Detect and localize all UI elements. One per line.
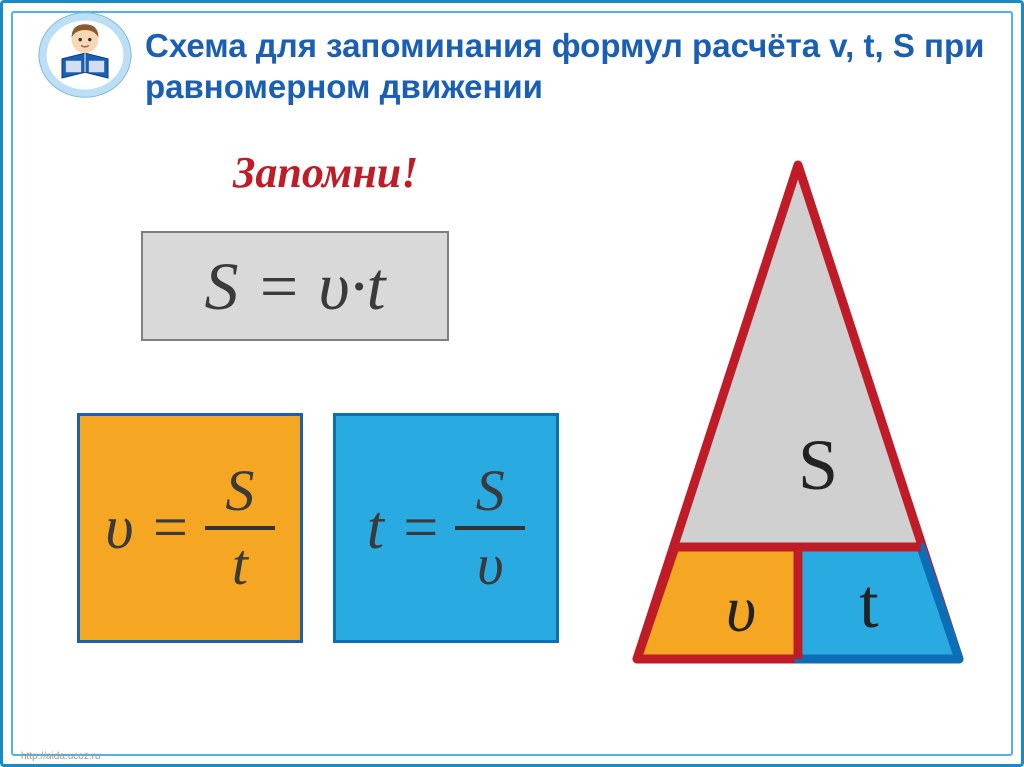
svg-text:t: t bbox=[859, 566, 879, 643]
formula-v-lhs: υ = bbox=[105, 493, 191, 564]
formula-s-text: S = υ·t bbox=[205, 247, 386, 326]
formula-v-num: S bbox=[219, 460, 260, 522]
svg-text:υ: υ bbox=[726, 573, 756, 646]
slide-frame: Схема для запоминания формул расчёта v, … bbox=[0, 0, 1024, 767]
fraction-bar bbox=[455, 526, 525, 530]
formula-t-box: t = S υ bbox=[333, 413, 559, 643]
formula-v-den: t bbox=[226, 534, 254, 596]
teacher-icon bbox=[37, 7, 133, 103]
mnemonic-triangle: S υ t bbox=[623, 159, 973, 669]
svg-text:S: S bbox=[798, 425, 838, 505]
formula-v-box: υ = S t bbox=[77, 413, 303, 643]
slide-title: Схема для запоминания формул расчёта v, … bbox=[145, 25, 991, 108]
formula-t-lhs: t = bbox=[367, 493, 442, 564]
formula-s: S = υ·t bbox=[141, 231, 449, 341]
footer-link: http://aida.ucoz.ru bbox=[21, 751, 101, 762]
fraction-bar bbox=[205, 526, 275, 530]
remember-label: Запомни! bbox=[233, 147, 418, 198]
formula-t-den: υ bbox=[471, 534, 510, 596]
formula-t-num: S bbox=[470, 460, 511, 522]
